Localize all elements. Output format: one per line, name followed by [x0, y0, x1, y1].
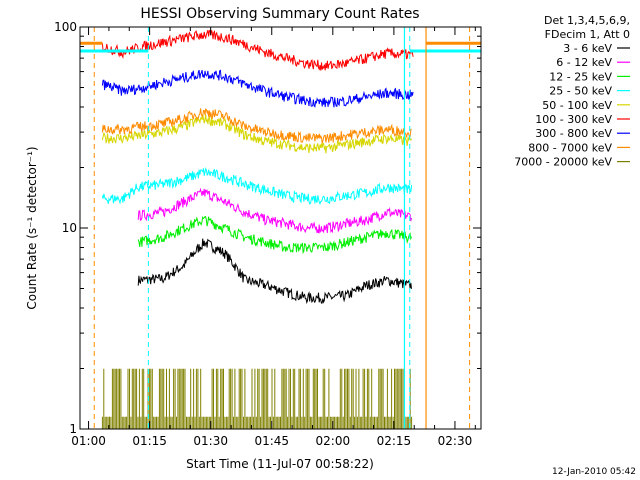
legend-label: 7000 - 20000 keV: [514, 156, 612, 169]
series-300-800-kev: [101, 69, 414, 108]
x-tick-label: 01:00: [71, 434, 106, 448]
y-axis-label: Count Rate (s⁻¹ detector⁻¹): [25, 146, 39, 309]
series-6-12-kev: [137, 187, 412, 234]
plot-frame: [79, 26, 482, 430]
series-50-100-kev: [101, 114, 413, 154]
series-25-50-kev: [101, 167, 413, 205]
x-tick-label: 02:00: [316, 434, 351, 448]
legend-header-line-1: Det 1,3,4,5,6,9,: [544, 14, 630, 27]
plot-area: [80, 27, 481, 429]
series-800-7000-kev: [101, 108, 412, 144]
series-3-6-kev: [137, 238, 412, 305]
footer-timestamp: 12-Jan-2010 05:42: [552, 467, 636, 477]
legend-label: 800 - 7000 keV: [528, 141, 612, 154]
legend-label: 12 - 25 keV: [549, 70, 612, 83]
x-tick-label: 01:45: [254, 434, 289, 448]
legend-label: 3 - 6 keV: [563, 42, 612, 55]
legend-label: 6 - 12 keV: [556, 56, 612, 69]
series-100-300-kev: [101, 29, 414, 71]
y-tick-label: 100: [54, 20, 77, 34]
axes: 01:00 01:15 01:30 01:45 02:00 02:15 02:30 1 10 10…: [54, 20, 482, 448]
series-7000-20000-kev: [101, 368, 413, 429]
y-tick-label: 1: [69, 422, 77, 436]
x-axis-label: Start Time (11-Jul-07 00:58:22): [186, 457, 374, 471]
x-tick-label: 01:15: [132, 434, 167, 448]
legend-label: 300 - 800 keV: [535, 127, 612, 140]
legend-label: 100 - 300 keV: [535, 113, 612, 126]
x-tick-label: 01:30: [193, 434, 228, 448]
chart-title: HESSI Observing Summary Count Rates: [140, 6, 419, 22]
series-12-25-kev: [137, 215, 412, 255]
y-tick-label: 10: [62, 221, 77, 235]
x-tick-label: 02:30: [438, 434, 473, 448]
legend-header-line-2: FDecim 1, Att 0: [545, 28, 630, 41]
x-tick-label: 02:15: [377, 434, 412, 448]
legend-label: 25 - 50 keV: [549, 85, 612, 98]
legend-label: 50 - 100 keV: [542, 99, 612, 112]
